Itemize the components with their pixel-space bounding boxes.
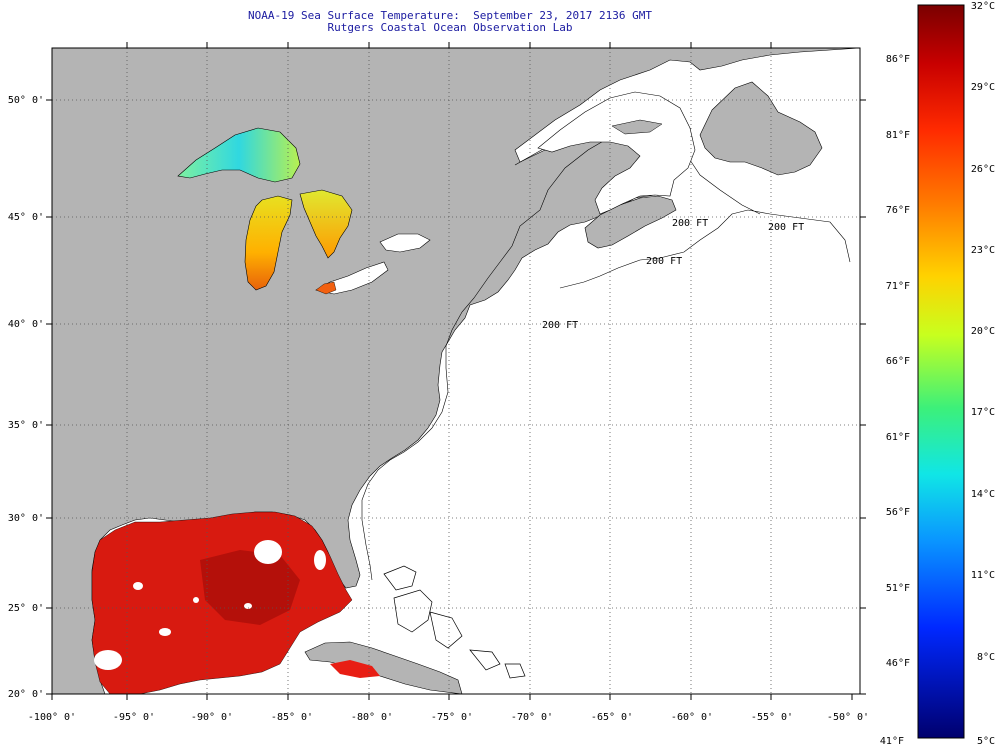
latitude-labels: 50° 0' 45° 0' 40° 0' 35° 0' 30° 0' 25° 0…	[8, 95, 44, 700]
graticule	[52, 48, 860, 694]
newfoundland	[699, 81, 823, 176]
colorbar-fahrenheit-label: 86°F	[886, 54, 910, 65]
colorbar-celsius-label: 17°C	[971, 407, 995, 418]
lake-huron	[299, 189, 353, 259]
anticosti-island	[611, 119, 663, 135]
map-title: NOAA-19 Sea Surface Temperature: Septemb…	[248, 9, 652, 22]
lat-label: 40° 0'	[8, 319, 44, 330]
caribbean-sst	[330, 660, 380, 678]
map-subtitle: Rutgers Coastal Ocean Observation Lab	[327, 21, 573, 34]
lat-label: 20° 0'	[8, 689, 44, 700]
colorbar-fahrenheit-label: 41°F	[880, 736, 904, 747]
lake-erie-sst	[315, 281, 337, 295]
lon-label: -95° 0'	[113, 712, 155, 723]
colorbar-gradient	[917, 4, 965, 739]
longitude-labels: -100° 0' -95° 0' -90° 0' -85° 0' -80° 0'…	[28, 712, 869, 723]
colorbar-celsius-label: 29°C	[971, 82, 995, 93]
colorbar-celsius-label: 14°C	[971, 489, 995, 500]
lon-label: -75° 0'	[431, 712, 473, 723]
colorbar-celsius-label: 26°C	[971, 164, 995, 175]
map-plot-area: 200 FT 200 FT 200 FT 200 FT 200 FT	[52, 48, 860, 694]
gulf-warm-core	[200, 550, 300, 625]
isobath-label-1: 200 FT	[672, 218, 708, 229]
lake-superior	[177, 127, 301, 183]
lon-label: -100° 0'	[28, 712, 76, 723]
colorbar-fahrenheit-label: 81°F	[886, 130, 910, 141]
lat-label: 30° 0'	[8, 513, 44, 524]
isobath-label-4: 200 FT	[542, 320, 578, 331]
nova-scotia	[584, 195, 677, 249]
lon-label: -85° 0'	[271, 712, 313, 723]
land-mass	[52, 48, 860, 694]
lat-label: 45° 0'	[8, 212, 44, 223]
lake-michigan	[244, 195, 293, 291]
gulf-cloud-gaps	[94, 540, 326, 670]
gulf-st-lawrence	[537, 91, 696, 215]
lake-ontario	[379, 233, 431, 253]
lat-label: 35° 0'	[8, 420, 44, 431]
colorbar-celsius-label: 8°C	[977, 652, 995, 663]
temperature-colorbar: 32°C 29°C 26°C 23°C 20°C 17°C 14°C 11°C …	[880, 1, 995, 747]
colorbar-celsius-label: 32°C	[971, 1, 995, 12]
tick-marks	[46, 42, 866, 700]
colorbar-celsius-label: 20°C	[971, 326, 995, 337]
lon-label: -50° 0'	[827, 712, 869, 723]
colorbar-fahrenheit-label: 46°F	[886, 658, 910, 669]
lon-label: -55° 0'	[751, 712, 793, 723]
lon-label: -80° 0'	[351, 712, 393, 723]
colorbar-celsius-label: 5°C	[977, 736, 995, 747]
lat-label: 50° 0'	[8, 95, 44, 106]
lon-label: -70° 0'	[511, 712, 553, 723]
map-frame	[51, 47, 861, 695]
colorbar-celsius-label: 23°C	[971, 245, 995, 256]
isobath-label-2: 200 FT	[768, 222, 804, 233]
isobath-label-3: 200 FT	[646, 256, 682, 267]
lon-label: -60° 0'	[671, 712, 713, 723]
colorbar-fahrenheit-label: 51°F	[886, 583, 910, 594]
bahamas	[383, 565, 526, 679]
colorbar-fahrenheit-label: 71°F	[886, 281, 910, 292]
colorbar-fahrenheit-label: 66°F	[886, 356, 910, 367]
lat-label: 25° 0'	[8, 603, 44, 614]
colorbar-fahrenheit-label: 56°F	[886, 507, 910, 518]
colorbar-fahrenheit-label: 61°F	[886, 432, 910, 443]
colorbar-celsius-label: 11°C	[971, 570, 995, 581]
colorbar-fahrenheit-label: 76°F	[886, 205, 910, 216]
lon-label: -90° 0'	[191, 712, 233, 723]
lon-label: -65° 0'	[591, 712, 633, 723]
